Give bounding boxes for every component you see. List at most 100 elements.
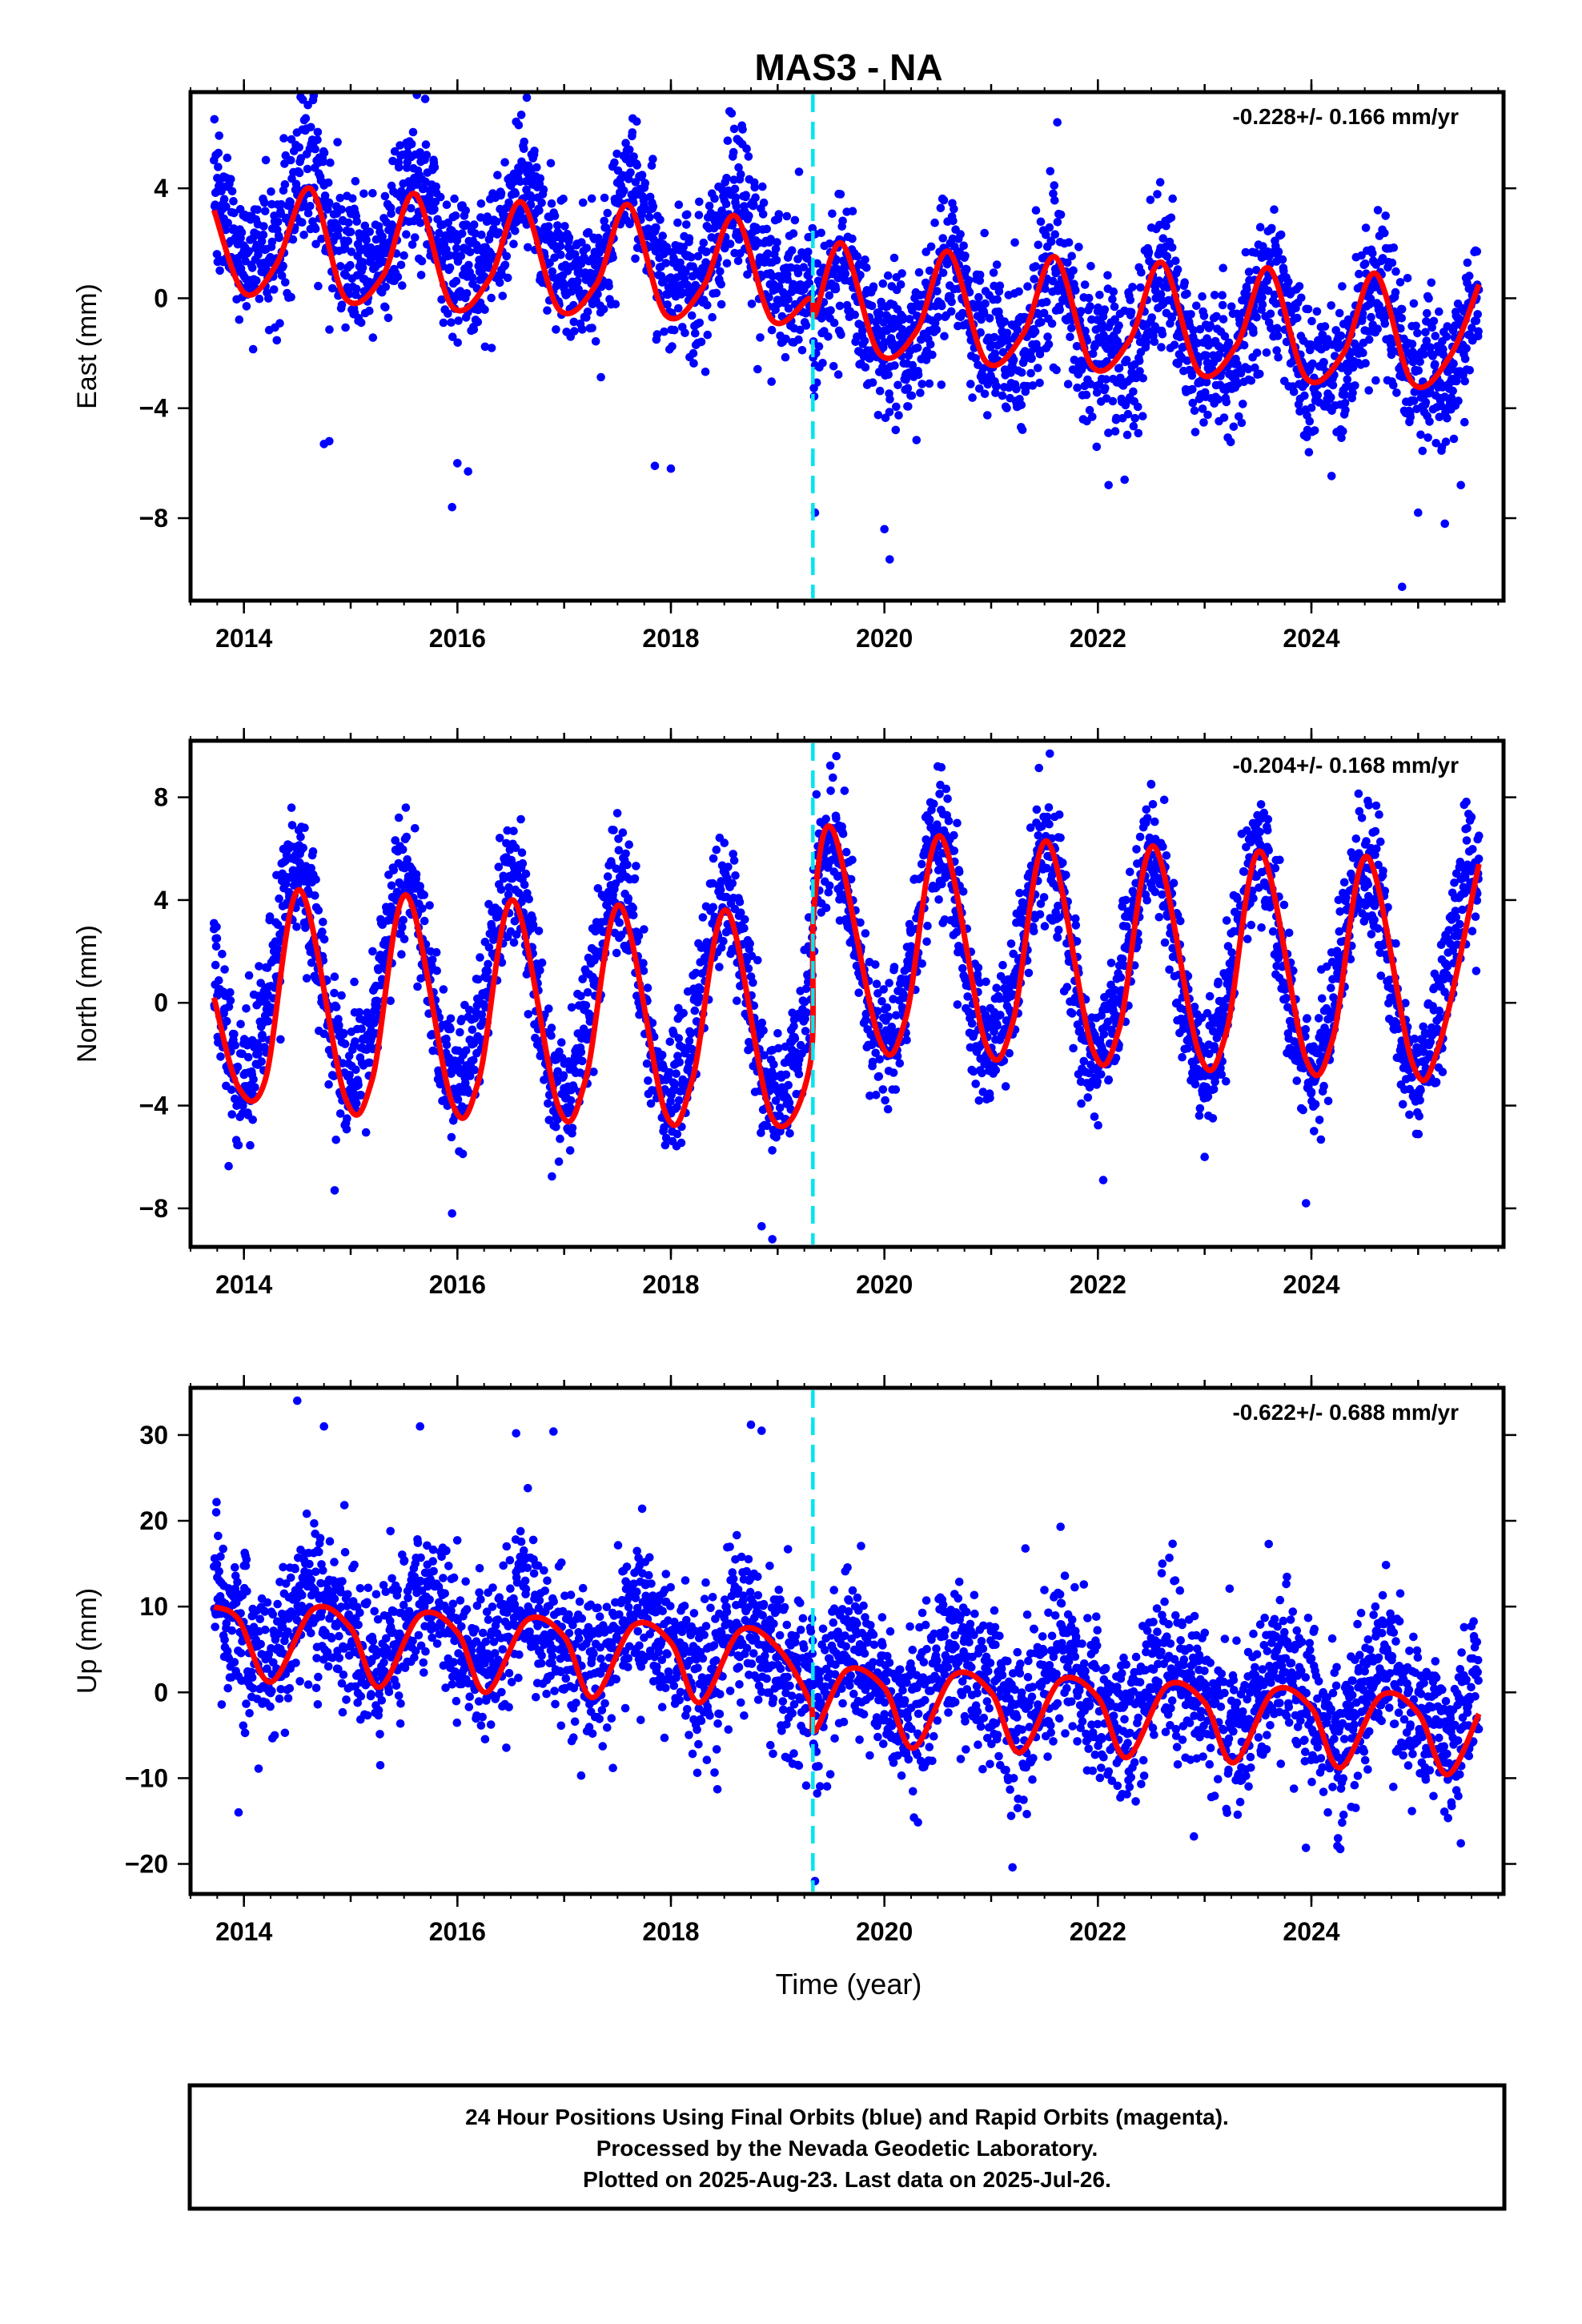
- data-point: [422, 151, 432, 159]
- data-point: [722, 174, 731, 183]
- data-point: [853, 251, 862, 261]
- data-point: [464, 260, 473, 270]
- data-point: [544, 222, 553, 231]
- data-point: [1167, 243, 1177, 252]
- data-point: [1472, 316, 1481, 325]
- data-point: [547, 1031, 556, 1040]
- data-point: [554, 1157, 564, 1166]
- data-point: [1392, 388, 1401, 397]
- data-point: [1146, 195, 1155, 204]
- data-point: [1171, 256, 1180, 266]
- data-point: [244, 971, 254, 980]
- data-point: [576, 259, 586, 268]
- data-point: [695, 318, 705, 328]
- y-tick-label: 4: [154, 174, 168, 203]
- data-point: [698, 913, 708, 922]
- data-point: [1042, 297, 1051, 307]
- data-point: [936, 203, 946, 213]
- data-point: [535, 206, 544, 215]
- data-point: [674, 1096, 684, 1105]
- data-point: [335, 194, 345, 203]
- data-point: [898, 313, 908, 322]
- data-point: [1423, 308, 1431, 318]
- data-point: [362, 235, 371, 245]
- data-point: [1095, 291, 1104, 300]
- data-point: [777, 312, 787, 321]
- data-point: [214, 148, 223, 158]
- data-point: [1339, 427, 1347, 436]
- data-point: [1187, 371, 1197, 380]
- data-point: [612, 948, 621, 958]
- data-point: [361, 1128, 371, 1137]
- data-point: [1129, 421, 1138, 431]
- data-point: [516, 814, 525, 824]
- data-point: [227, 1110, 237, 1119]
- data-point: [578, 1056, 587, 1066]
- data-point: [812, 790, 821, 799]
- data-point: [230, 208, 239, 218]
- outlier-point: [666, 464, 676, 473]
- data-point: [703, 330, 713, 340]
- data-point: [425, 901, 434, 910]
- data-point: [1239, 340, 1249, 350]
- data-point: [925, 379, 934, 388]
- data-point: [971, 354, 980, 363]
- data-point: [1219, 315, 1228, 324]
- outlier-point: [794, 167, 804, 176]
- data-point: [790, 215, 800, 225]
- data-point: [387, 209, 396, 219]
- data-point: [476, 953, 484, 962]
- data-point: [787, 246, 797, 255]
- data-point: [1138, 374, 1147, 383]
- data-point: [1327, 393, 1335, 402]
- data-point: [1192, 301, 1201, 311]
- data-point: [231, 1041, 240, 1050]
- data-point: [785, 1129, 794, 1138]
- data-point: [867, 301, 877, 311]
- data-point: [498, 292, 508, 300]
- data-point: [817, 228, 825, 238]
- data-point: [645, 213, 654, 222]
- data-point: [298, 218, 307, 227]
- data-point: [1397, 314, 1407, 323]
- data-point: [878, 279, 888, 288]
- data-point: [365, 306, 374, 316]
- data-point: [1114, 364, 1124, 372]
- data-point: [430, 204, 439, 214]
- data-point: [1273, 324, 1282, 334]
- data-point: [476, 199, 486, 208]
- data-point: [1156, 290, 1166, 299]
- data-point: [1251, 363, 1259, 372]
- data-point: [765, 292, 773, 302]
- data-point: [432, 966, 441, 975]
- data-point: [1273, 332, 1283, 340]
- data-point: [251, 1083, 259, 1092]
- data-point: [568, 1124, 577, 1132]
- data-point: [1409, 299, 1419, 308]
- data-point: [446, 1024, 455, 1034]
- data-point: [487, 344, 496, 352]
- data-point: [492, 217, 501, 227]
- data-point: [670, 325, 679, 335]
- data-point: [226, 996, 235, 1005]
- y-tick-label: 0: [154, 283, 168, 312]
- data-point: [648, 202, 658, 211]
- data-point: [814, 342, 824, 351]
- data-point: [518, 858, 528, 868]
- data-point: [1042, 231, 1050, 239]
- data-point: [978, 364, 988, 373]
- data-point: [782, 211, 792, 221]
- data-point: [279, 134, 288, 143]
- data-point: [620, 186, 628, 195]
- data-point: [526, 200, 536, 210]
- data-point: [1186, 310, 1195, 319]
- data-point: [767, 377, 776, 386]
- data-point: [1239, 400, 1247, 408]
- data-point: [712, 288, 721, 298]
- data-point: [255, 962, 263, 971]
- data-point: [1074, 243, 1083, 251]
- data-point: [300, 823, 309, 832]
- data-point: [947, 297, 956, 307]
- data-point: [462, 289, 472, 298]
- data-point: [323, 178, 333, 187]
